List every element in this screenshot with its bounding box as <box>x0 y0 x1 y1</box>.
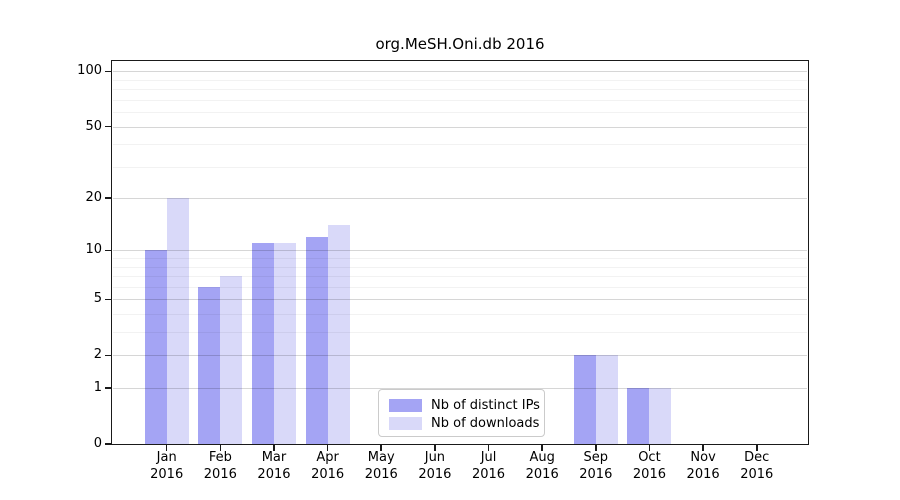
minor-gridline <box>113 166 807 168</box>
legend-label-downloads: Nb of downloads <box>431 415 540 431</box>
y-axis-tick-label: 2 <box>93 347 102 363</box>
major-gridline <box>113 126 807 128</box>
y-axis-tick-label: 20 <box>85 190 102 206</box>
minor-gridline <box>113 79 807 81</box>
x-axis-tick-label: Jan 2016 <box>150 450 184 482</box>
x-axis-tick-label: Jun 2016 <box>418 450 452 482</box>
bar-distinct-ips-apr <box>305 236 328 444</box>
bar-downloads-jan <box>166 198 189 444</box>
x-axis-tick-label: Jul 2016 <box>471 450 506 482</box>
x-axis-tick <box>219 445 222 451</box>
x-axis-tick-label: May 2016 <box>364 450 398 482</box>
x-axis-tick-label: Aug 2016 <box>525 450 559 482</box>
x-axis-tick-label: Feb 2016 <box>203 450 237 482</box>
minor-gridline <box>113 89 807 91</box>
y-axis-tick <box>105 298 111 301</box>
x-axis-tick-label: Dec 2016 <box>740 450 774 482</box>
minor-gridline <box>113 286 807 288</box>
bar-downloads-mar <box>273 243 296 444</box>
x-axis-tick-label: Mar 2016 <box>257 450 291 482</box>
y-axis-tick-label: 100 <box>77 63 102 79</box>
bar-distinct-ips-mar <box>251 243 274 444</box>
x-axis-tick-label: Sep 2016 <box>579 450 613 482</box>
y-axis-tick <box>105 387 111 389</box>
x-axis-tick <box>380 445 383 451</box>
y-axis-tick <box>105 443 111 445</box>
bar-downloads-feb <box>220 276 243 444</box>
major-gridline <box>113 71 807 73</box>
minor-gridline <box>113 276 807 278</box>
bar-distinct-ips-feb <box>198 286 221 444</box>
major-gridline <box>113 250 807 252</box>
x-axis-tick <box>702 445 704 451</box>
x-axis-tick <box>648 445 651 451</box>
y-axis-tick <box>105 354 111 357</box>
minor-gridline <box>113 314 807 316</box>
legend-item-distinct-ips: Nb of distinct IPs <box>389 397 544 413</box>
legend-item-downloads: Nb of downloads <box>389 415 544 431</box>
y-axis-tick <box>105 70 111 73</box>
x-axis-tick <box>434 445 436 451</box>
major-gridline <box>113 299 807 301</box>
bar-downloads-oct <box>649 388 672 444</box>
y-axis-tick-label: 0 <box>93 436 102 451</box>
x-axis-tick <box>165 445 168 451</box>
major-gridline <box>113 355 807 357</box>
minor-gridline <box>113 258 807 260</box>
y-axis-tick-label: 50 <box>85 118 102 134</box>
legend: Nb of distinct IPs Nb of downloads <box>378 389 545 437</box>
bar-downloads-sep <box>595 355 618 444</box>
legend-label-distinct-ips: Nb of distinct IPs <box>431 397 540 413</box>
minor-gridline <box>113 144 807 146</box>
bar-distinct-ips-oct <box>627 388 650 444</box>
y-axis-tick-label: 5 <box>93 291 102 307</box>
x-axis-tick <box>326 445 329 451</box>
y-axis-tick <box>105 197 111 200</box>
x-axis-tick-label: Nov 2016 <box>686 450 720 482</box>
y-axis-tick <box>105 125 111 128</box>
legend-swatch-downloads <box>389 416 422 430</box>
x-axis-tick <box>487 445 490 451</box>
x-axis-tick <box>273 445 275 451</box>
major-gridline <box>113 198 807 200</box>
bar-distinct-ips-jan <box>144 250 167 444</box>
bar-distinct-ips-sep <box>573 355 596 444</box>
legend-swatch-distinct-ips <box>389 398 422 412</box>
minor-gridline <box>113 266 807 268</box>
x-axis-tick <box>595 445 597 451</box>
y-axis-tick-label: 1 <box>93 380 102 396</box>
y-axis-tick <box>105 249 111 252</box>
x-axis-tick-label: Oct 2016 <box>632 450 666 482</box>
x-axis-tick <box>541 445 543 451</box>
chart-title: org.MeSH.Oni.db 2016 <box>375 35 545 53</box>
x-axis-tick-label: Apr 2016 <box>311 450 345 482</box>
bar-downloads-apr <box>327 225 350 444</box>
x-axis-tick <box>755 445 758 451</box>
major-gridline <box>113 388 807 390</box>
minor-gridline <box>113 99 807 101</box>
y-axis-tick-label: 10 <box>85 242 102 258</box>
minor-gridline <box>113 332 807 334</box>
minor-gridline <box>113 112 807 114</box>
